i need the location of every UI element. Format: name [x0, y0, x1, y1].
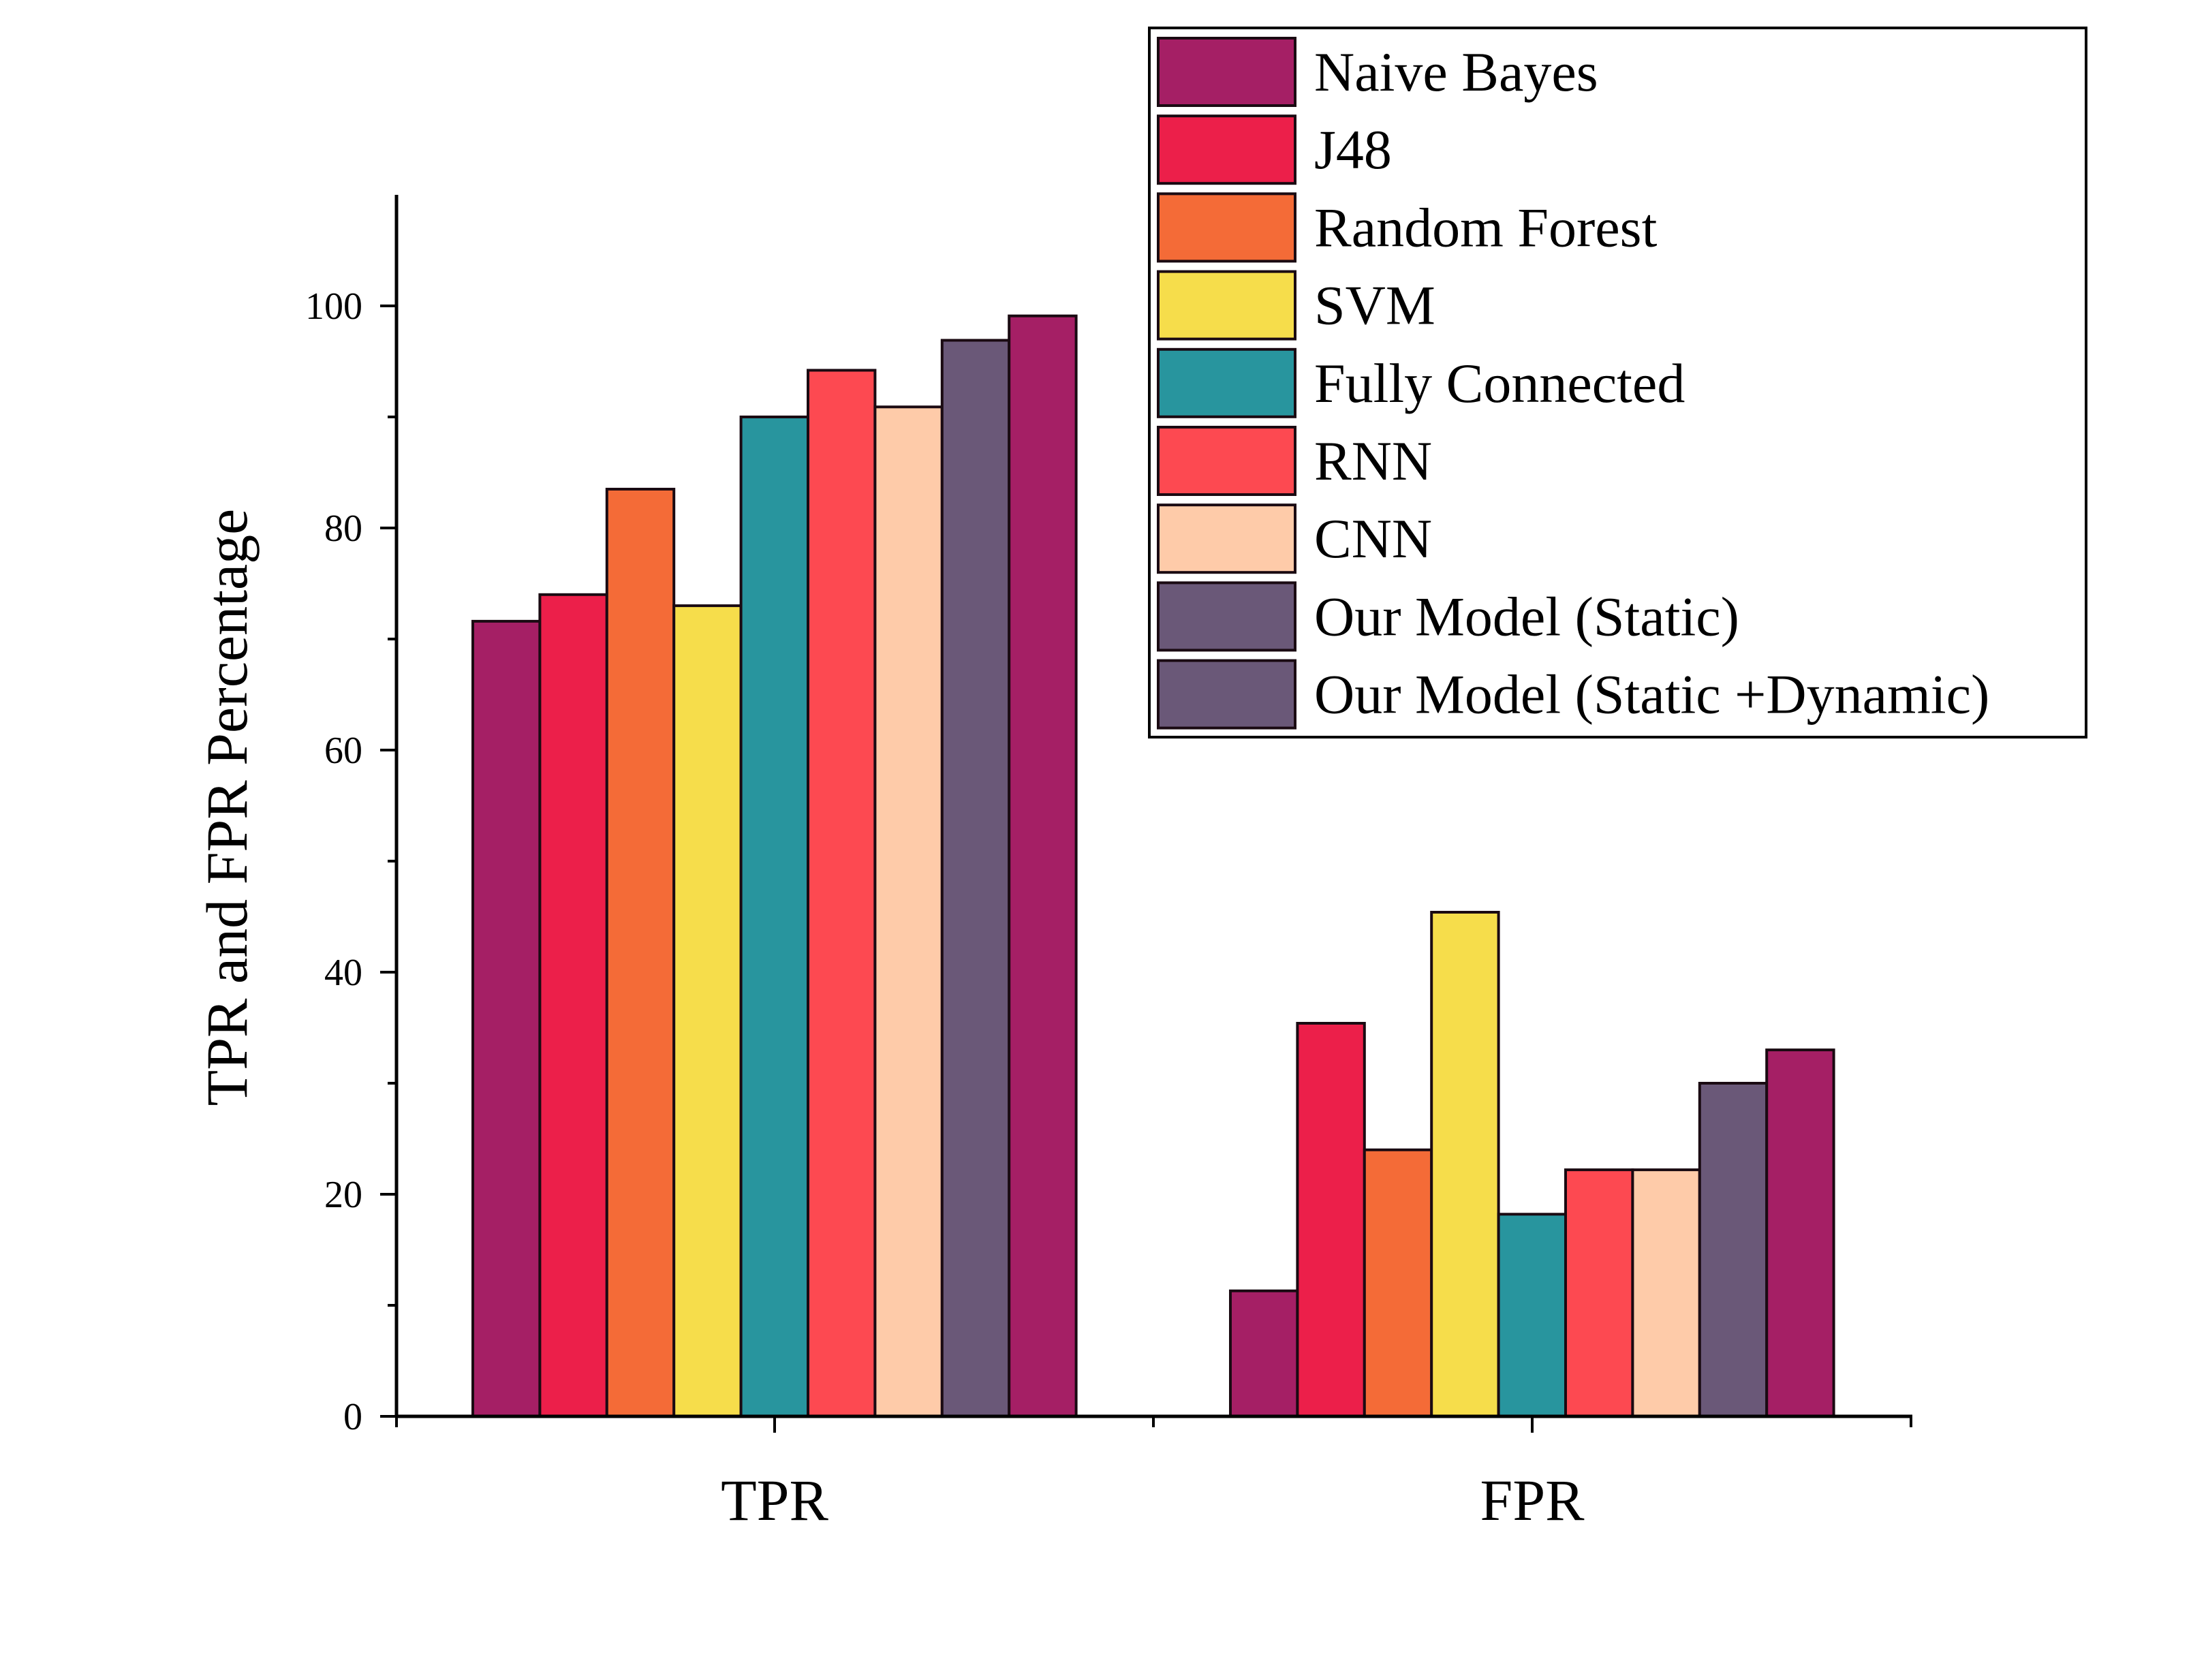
- bar-tpr-random-forest: [605, 488, 676, 1418]
- bar-tpr-fully-connected: [739, 416, 809, 1418]
- bar-fpr-random-forest: [1363, 1148, 1433, 1418]
- legend-swatch: [1157, 37, 1296, 107]
- y-tick-label: 60: [324, 730, 362, 772]
- bars-layer: [471, 314, 1835, 1418]
- y-tick-label: 20: [324, 1174, 362, 1216]
- bar-fpr-our-model-static: [1698, 1082, 1769, 1418]
- bar-fpr-naive-bayes: [1229, 1289, 1299, 1418]
- category-labels: TPR FPR: [721, 1467, 1585, 1533]
- bar-fpr-rnn: [1564, 1168, 1634, 1418]
- bar-fpr-fully-connected: [1497, 1213, 1568, 1418]
- legend-label: SVM: [1314, 275, 1435, 337]
- legend-frame: [1148, 27, 2087, 738]
- legend: Naive Bayes J48 Random Forest SVM Fully Conn…: [1148, 27, 2087, 738]
- bar-tpr-j48: [538, 593, 608, 1418]
- y-tick-label: 40: [324, 952, 362, 994]
- legend-label: Our Model (Static): [1314, 585, 1739, 647]
- legend-swatch: [1157, 426, 1296, 496]
- legend-swatch: [1157, 192, 1296, 263]
- legend-swatch: [1157, 581, 1296, 652]
- y-tick-label: 80: [324, 508, 362, 550]
- bar-tpr-svm: [672, 604, 743, 1418]
- category-label-tpr: TPR: [721, 1467, 828, 1533]
- bar-tpr-rnn: [807, 369, 877, 1418]
- legend-label: Fully Connected: [1314, 352, 1685, 414]
- legend-label: Random Forest: [1314, 196, 1658, 258]
- bar-fpr-cnn: [1631, 1168, 1701, 1418]
- ticks-layer: 0 20 40 60 80 100: [305, 285, 1912, 1438]
- bar-tpr-cnn: [873, 405, 944, 1418]
- y-tick-label: 100: [305, 285, 362, 328]
- legend-swatch: [1157, 270, 1296, 341]
- legend-swatch: [1157, 114, 1296, 185]
- bar-tpr-our-model-static: [940, 339, 1011, 1418]
- category-label-fpr: FPR: [1480, 1467, 1585, 1533]
- bar-tpr-naive-bayes: [471, 619, 542, 1418]
- bar-fpr-our-model-static-dynamic: [1765, 1048, 1835, 1418]
- y-tick-label: 0: [343, 1396, 362, 1438]
- bar-tpr-our-model-static-dynamic: [1008, 314, 1078, 1418]
- legend-label: Naive Bayes: [1314, 41, 1598, 103]
- legend-label: CNN: [1314, 508, 1432, 570]
- bar-fpr-j48: [1296, 1022, 1366, 1418]
- bar-fpr-svm: [1430, 911, 1500, 1418]
- legend-swatch: [1157, 659, 1296, 730]
- legend-label: Our Model (Static +Dynamic): [1314, 664, 1989, 726]
- legend-swatch: [1157, 347, 1296, 418]
- y-axis-title: TPR and FPR Percentage: [194, 509, 260, 1106]
- legend-label: J48: [1314, 119, 1392, 181]
- legend-label: RNN: [1314, 430, 1432, 492]
- legend-swatch: [1157, 503, 1296, 574]
